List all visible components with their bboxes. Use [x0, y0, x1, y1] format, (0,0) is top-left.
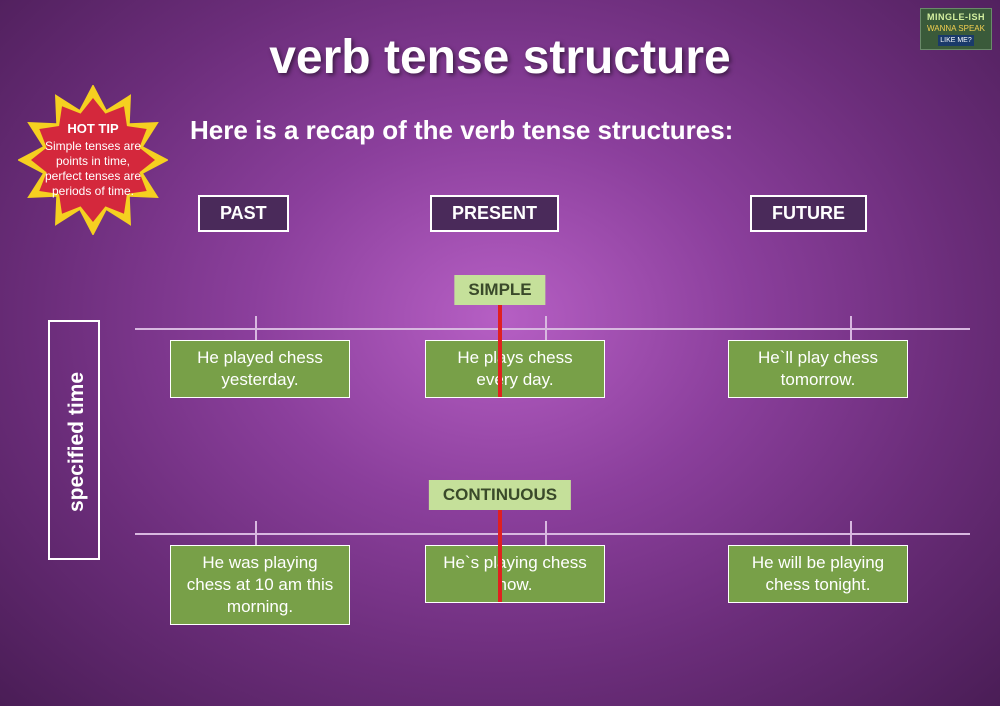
- brand-line3: LIKE ME?: [938, 35, 974, 46]
- example-box: He was playing chess at 10 am this morni…: [170, 545, 350, 625]
- example-box: He will be playing chess tonight.: [728, 545, 908, 603]
- page-title: verb tense structure: [0, 0, 1000, 85]
- timeline-tick: [545, 316, 547, 342]
- hot-tip-text: HOT TIP Simple tenses are points in time…: [38, 121, 148, 199]
- page-subtitle: Here is a recap of the verb tense struct…: [190, 115, 1000, 146]
- hot-tip-label: HOT TIP: [38, 121, 148, 137]
- side-label: specified time: [65, 367, 89, 517]
- timeline-tick: [850, 521, 852, 547]
- row-label: CONTINUOUS: [429, 480, 571, 510]
- timeline: [135, 328, 970, 330]
- side-label-box: specified time: [48, 320, 100, 560]
- timeline-tick: [850, 316, 852, 342]
- hot-tip-body: Simple tenses are points in time, perfec…: [45, 139, 141, 198]
- example-box: He`ll play chess tomorrow.: [728, 340, 908, 398]
- header-present: PRESENT: [430, 195, 559, 232]
- brand-line2: WANNA SPEAK: [927, 24, 985, 34]
- brand-badge: MINGLE-ISH WANNA SPEAK LIKE ME?: [920, 8, 992, 50]
- brand-line1: MINGLE-ISH: [927, 12, 985, 24]
- row-label: SIMPLE: [454, 275, 545, 305]
- example-box: He played chess yesterday.: [170, 340, 350, 398]
- timeline-tick: [545, 521, 547, 547]
- example-box: He plays chess every day.: [425, 340, 605, 398]
- header-past: PAST: [198, 195, 289, 232]
- timeline-tick: [255, 316, 257, 342]
- example-box: He`s playing chess now.: [425, 545, 605, 603]
- header-future: FUTURE: [750, 195, 867, 232]
- timeline: [135, 533, 970, 535]
- hot-tip-starburst: HOT TIP Simple tenses are points in time…: [18, 85, 168, 235]
- timeline-tick: [255, 521, 257, 547]
